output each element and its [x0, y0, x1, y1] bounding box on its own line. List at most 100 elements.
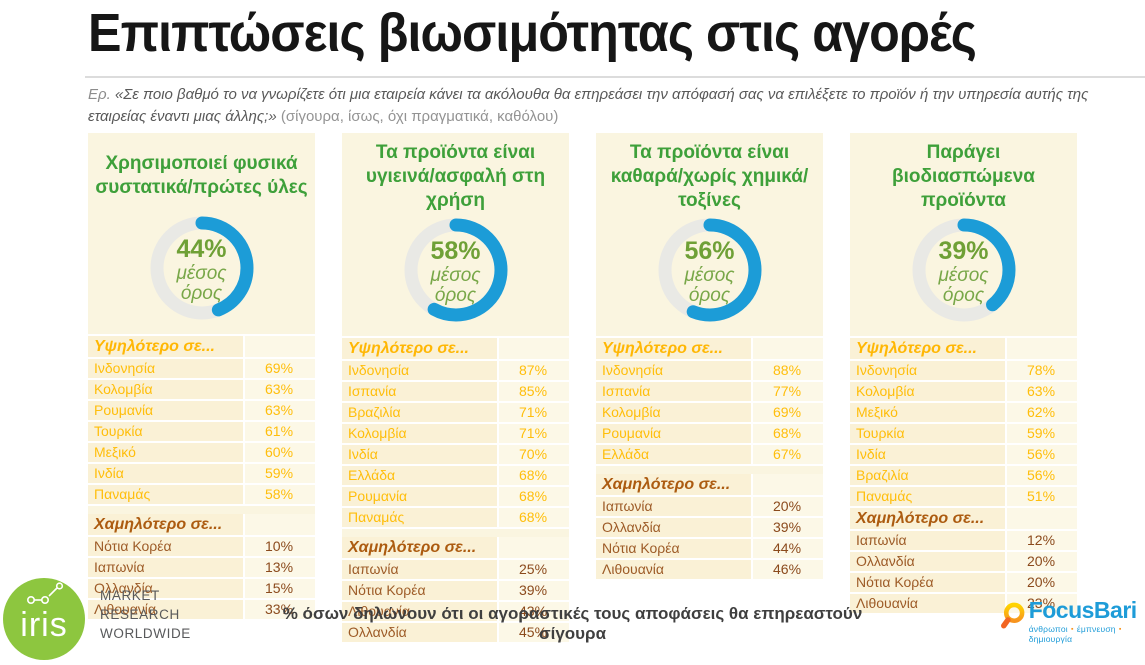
section-heading: Χαμηλότερο σε... — [596, 474, 753, 496]
country-table: Υψηλότερο σε... Ινδονησία 88% Ισπανία 77% … — [596, 336, 823, 582]
table-row: Κολομβία 63% — [88, 380, 315, 401]
country-label: Ινδονησία — [596, 361, 753, 381]
table-row: Νότια Κορέα 10% — [88, 537, 315, 558]
donut-svg — [658, 218, 761, 322]
country-label: Ισπανία — [596, 382, 753, 402]
country-value: 15% — [245, 579, 315, 598]
donut-svg — [912, 218, 1015, 322]
table-row: Ισπανία 85% — [342, 382, 569, 404]
country-value: 33% — [245, 600, 315, 619]
country-label: Ρουμανία — [596, 424, 753, 444]
country-label: Ινδονησία — [342, 361, 499, 381]
panel-title: Τα προϊόντα είναι υγιεινά/ασφαλή στη χρή… — [365, 142, 546, 212]
average-percentage: 56% — [684, 237, 735, 266]
country-label: Ιαπωνία — [342, 560, 499, 580]
lower-section-header: Χαμηλότερο σε... — [596, 474, 823, 498]
country-label: Ιαπωνία — [596, 497, 753, 517]
country-value: 43% — [499, 602, 569, 622]
footer-caption: % όσων δηλώνουν ότι οι αγοραστικές τους … — [282, 604, 863, 643]
country-table: Υψηλότερο σε... Ινδονησία 78% Κολομβία 63%… — [850, 336, 1077, 616]
country-value: 68% — [753, 424, 823, 444]
country-value: 51% — [1007, 487, 1077, 507]
country-value: 70% — [499, 445, 569, 465]
focusbari-tagline: άνθρωποι ▪ έμπνευση ▪ δημιουργία — [1028, 624, 1122, 644]
table-row: Νότια Κορέα 39% — [342, 581, 569, 603]
question-scale: (σίγουρα, ίσως, όχι πραγματικά, καθόλου) — [280, 107, 559, 125]
country-label: Νότια Κορέα — [596, 539, 753, 559]
country-label: Νότια Κορέα — [342, 581, 499, 601]
table-row: Ινδονησία 88% — [596, 361, 823, 383]
donut-svg — [150, 216, 253, 320]
country-label: Νότια Κορέα — [88, 537, 245, 556]
country-label: Ιαπωνία — [88, 558, 245, 577]
table-row: Ινδονησία 69% — [88, 359, 315, 380]
country-value: 68% — [499, 508, 569, 528]
country-label: Ρουμανία — [88, 401, 245, 420]
panel-biodegradable: Παράγει βιοδιασπώμενα προϊόντα 39% μέσος… — [850, 133, 1077, 616]
table-row: Λιθουανία 46% — [596, 560, 823, 582]
average-caption: μέσος όρος — [684, 265, 735, 307]
iris-logo: iris — [3, 578, 85, 665]
country-value: 63% — [245, 380, 315, 399]
table-row: Λιθουανία 43% — [342, 602, 569, 624]
survey-question: Ερ. «Σε ποιο βαθμό το να γνωρίζετε ότι μ… — [88, 84, 1100, 128]
country-value: 45% — [499, 623, 569, 643]
iris-company-lines: MARKET RESEARCH WORLDWIDE — [100, 586, 191, 643]
country-value: 59% — [1007, 424, 1077, 444]
country-value: 63% — [1007, 382, 1077, 402]
table-row: Ολλανδία 20% — [850, 552, 1077, 574]
iris-line: RESEARCH — [100, 607, 180, 623]
donut-chart: 39% μέσος όρος — [909, 215, 1019, 330]
donut-arc — [658, 218, 761, 322]
focusbari-logo: FocusBari άνθρωποι ▪ έμπνευση ▪ δημιουργ… — [1000, 599, 1145, 644]
country-table: Υψηλότερο σε... Ινδονησία 69% Κολομβία 63%… — [88, 334, 315, 621]
country-value: 13% — [245, 558, 315, 577]
magnifier-icon — [1001, 602, 1025, 629]
country-label: Λιθουανία — [850, 594, 1007, 614]
bullet-separator: ▪ — [1068, 626, 1076, 633]
table-row: Ελλάδα 68% — [342, 466, 569, 488]
table-row: Τουρκία 59% — [850, 424, 1077, 446]
table-row: Βραζιλία 71% — [342, 403, 569, 425]
donut-arc — [912, 218, 1015, 322]
table-row: Κολομβία 71% — [342, 424, 569, 446]
average-percentage: 39% — [938, 237, 989, 266]
country-label: Λιθουανία — [596, 560, 753, 580]
section-heading: Υψηλότερο σε... — [88, 336, 245, 357]
country-value: 23% — [1007, 594, 1077, 614]
country-label: Νότια Κορέα — [850, 573, 1007, 593]
table-row: Παναμάς 51% — [850, 487, 1077, 509]
country-value: 88% — [753, 361, 823, 381]
country-value: 20% — [753, 497, 823, 517]
country-value: 56% — [1007, 445, 1077, 465]
country-label: Παναμάς — [342, 508, 499, 528]
country-value: 56% — [1007, 466, 1077, 486]
table-row: Ρουμανία 68% — [342, 487, 569, 509]
country-value: 60% — [245, 443, 315, 462]
average-caption: μέσος όρος — [430, 265, 481, 307]
country-value: 69% — [753, 403, 823, 423]
table-row: Ιαπωνία 20% — [596, 497, 823, 519]
average-caption: μέσος όρος — [938, 265, 989, 307]
donut-arc — [150, 216, 253, 320]
focusbari-name: FocusBari — [1028, 597, 1137, 623]
country-table: Υψηλότερο σε... Ινδονησία 87% Ισπανία 85% … — [342, 336, 569, 645]
table-row: Ολλανδία 15% — [88, 579, 315, 600]
table-row: Τουρκία 61% — [88, 422, 315, 443]
country-label: Παναμάς — [88, 485, 245, 504]
country-label: Ιαπωνία — [850, 531, 1007, 551]
donut-chart: 58% μέσος όρος — [401, 215, 511, 330]
section-heading: Υψηλότερο σε... — [850, 338, 1007, 360]
higher-section-header: Υψηλότερο σε... — [88, 336, 315, 359]
country-label: Ινδία — [342, 445, 499, 465]
country-value: 12% — [1007, 531, 1077, 551]
country-value: 71% — [499, 403, 569, 423]
country-label: Λιθουανία — [342, 602, 499, 622]
panel-title: Παράγει βιοδιασπώμενα προϊόντα — [892, 142, 1035, 212]
country-value: 68% — [499, 466, 569, 486]
lower-section-header: Χαμηλότερο σε... — [850, 508, 1077, 532]
country-label: Ολλανδία — [342, 623, 499, 643]
donut-center-label: 39% μέσος όρος — [909, 215, 1019, 330]
country-label: Ισπανία — [342, 382, 499, 402]
country-label: Βραζιλία — [342, 403, 499, 423]
